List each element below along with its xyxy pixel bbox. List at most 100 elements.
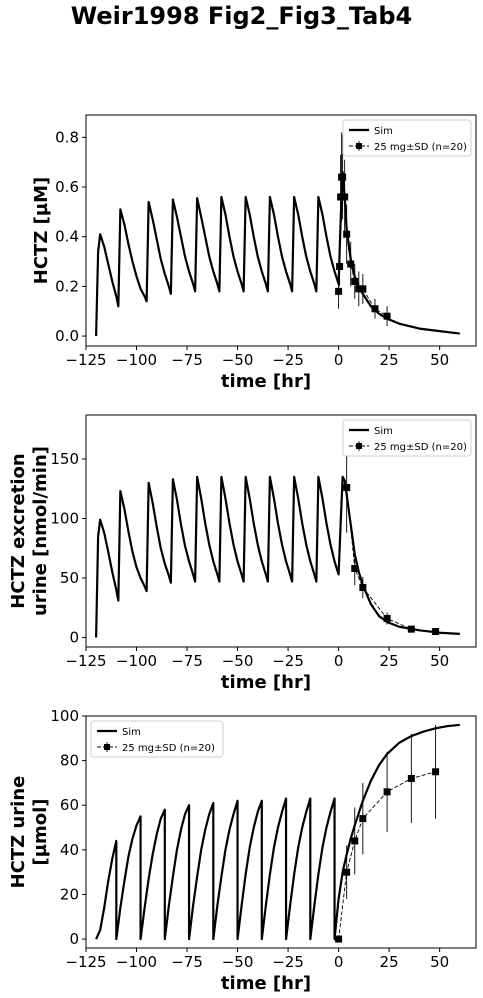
y-tick-label: 60 [60, 796, 79, 814]
chart-panel-2: −125 −100 −75 −50 −25 0 25 50 0 50 100 150 time [hr]… [8, 414, 477, 693]
x-tick-label: −50 [222, 351, 254, 369]
legend-box [90, 720, 224, 758]
legend-marker [356, 443, 362, 449]
x-tick-label: −125 [65, 351, 106, 369]
series-observed [335, 132, 391, 327]
data-point-marker [339, 173, 347, 181]
x-tick-label: −75 [171, 953, 203, 971]
data-point-marker [351, 277, 359, 285]
x-axis-label: time [hr] [221, 672, 311, 693]
legend-label: 25 mg±SD (n=20) [122, 743, 215, 754]
series-sim [95, 723, 460, 941]
legend-box [342, 419, 472, 457]
legend-box [342, 119, 472, 157]
x-tick-label: −125 [65, 953, 106, 971]
series-sim [95, 475, 460, 638]
data-point-marker [343, 484, 351, 492]
data-point-marker [335, 935, 343, 943]
data-point-marker [337, 193, 345, 201]
y-tick-label: 0 [69, 628, 79, 646]
x-tick-label: −100 [116, 652, 157, 670]
data-point-marker [355, 285, 363, 293]
chart-panel-3: −125 −100 −75 −50 −25 0 25 50 0 20 40 60 80 100 time [… [8, 707, 477, 994]
y-tick-label: 20 [60, 885, 79, 903]
data-point-marker [351, 837, 359, 845]
figure-title: Weir1998 Fig2_Fig3_Tab4 [70, 2, 413, 30]
x-tick-label: 25 [380, 953, 399, 971]
legend-label: Sim [374, 126, 393, 137]
data-point-marker [407, 625, 415, 633]
y-axis-label: HCTZ [µM] [31, 177, 52, 284]
data-point-marker [383, 614, 391, 622]
x-tick-label: −25 [272, 652, 304, 670]
y-tick-label: 0 [69, 930, 79, 948]
legend-marker [356, 143, 362, 149]
y-tick-label: 150 [50, 450, 79, 468]
x-tick-label: −50 [222, 652, 254, 670]
legend-marker [104, 744, 110, 750]
data-point-marker [343, 868, 351, 876]
x-tick-label: 0 [334, 351, 344, 369]
data-point-marker [336, 263, 344, 271]
y-tick-label: 0.2 [55, 277, 79, 295]
x-tick-label: 25 [380, 351, 399, 369]
data-point-marker [383, 788, 391, 796]
x-tick-label: −100 [116, 351, 157, 369]
legend: Sim 25 mg±SD (n=20) [342, 419, 472, 457]
data-point-marker [343, 230, 351, 238]
data-point-marker [407, 774, 415, 782]
y-tick-label: 100 [50, 707, 79, 725]
y-tick-label: 40 [60, 841, 79, 859]
data-point-marker [432, 768, 440, 776]
legend-label: Sim [122, 727, 141, 738]
axes-frame [85, 715, 477, 949]
legend: Sim 25 mg±SD (n=20) [342, 119, 472, 157]
sim-line [95, 171, 460, 337]
legend: Sim 25 mg±SD (n=20) [90, 720, 224, 758]
chart-panel-1: −125 −100 −75 −50 −25 0 25 50 0.0 0.2 0.4 0.6 0.8 tim… [31, 114, 477, 392]
y-tick-label: 0.4 [55, 228, 79, 246]
data-point-marker [335, 287, 343, 295]
x-tick-label: −100 [116, 953, 157, 971]
x-tick-label: 50 [430, 351, 449, 369]
data-point-marker [383, 312, 391, 320]
x-tick-label: −75 [171, 652, 203, 670]
y-tick-label: 100 [50, 510, 79, 528]
x-tick-label: 0 [334, 953, 344, 971]
legend-label: 25 mg±SD (n=20) [374, 442, 467, 453]
y-tick-label: 80 [60, 752, 79, 770]
axes-frame [85, 414, 477, 648]
observed-line [346, 487, 436, 632]
y-axis-label: urine [nmol/min] [30, 446, 51, 616]
y-tick-label: 0.6 [55, 178, 79, 196]
data-point-marker [359, 584, 367, 592]
y-tick-label: 0.8 [55, 128, 79, 146]
sim-line [95, 723, 460, 941]
x-tick-label: 25 [380, 652, 399, 670]
x-tick-label: 50 [430, 953, 449, 971]
data-point-marker [347, 260, 355, 268]
x-tick-label: 50 [430, 652, 449, 670]
x-axis-label: time [hr] [221, 973, 311, 994]
y-axis-label: HCTZ excretion [8, 453, 29, 608]
y-tick-label: 50 [60, 569, 79, 587]
x-tick-label: −25 [272, 953, 304, 971]
x-tick-label: −50 [222, 953, 254, 971]
x-tick-label: −25 [272, 351, 304, 369]
sim-line [95, 475, 460, 638]
data-point-marker [359, 285, 367, 293]
x-tick-label: 0 [334, 652, 344, 670]
data-point-marker [371, 305, 379, 313]
data-point-marker [359, 815, 367, 823]
legend-label: Sim [374, 426, 393, 437]
legend-label: 25 mg±SD (n=20) [374, 142, 467, 153]
data-point-marker [341, 193, 349, 201]
x-tick-label: −75 [171, 351, 203, 369]
y-tick-label: 0.0 [55, 327, 79, 345]
x-tick-label: −125 [65, 652, 106, 670]
axes-frame [85, 114, 477, 347]
data-point-marker [432, 628, 440, 636]
y-axis-label: HCTZ urine [8, 776, 29, 889]
x-axis-label: time [hr] [221, 371, 311, 392]
